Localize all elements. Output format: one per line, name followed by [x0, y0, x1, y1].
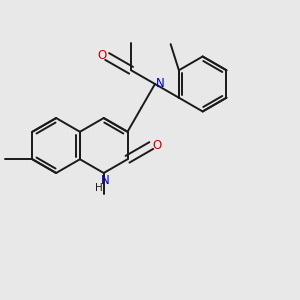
Text: O: O: [97, 49, 106, 62]
Text: N: N: [101, 174, 110, 187]
Text: N: N: [155, 76, 164, 90]
Text: O: O: [152, 139, 161, 152]
Text: H: H: [95, 183, 103, 193]
